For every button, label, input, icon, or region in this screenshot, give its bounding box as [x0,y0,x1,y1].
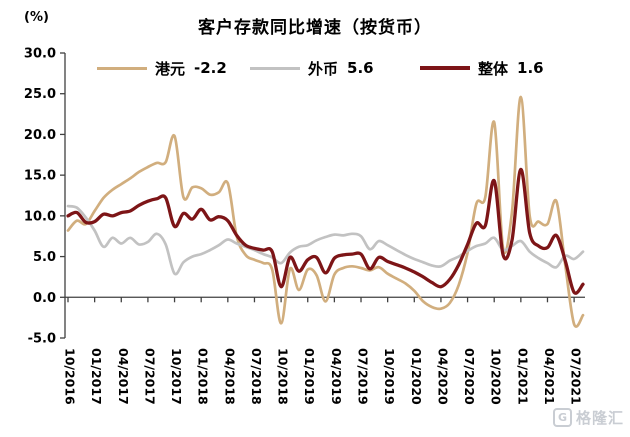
legend-line-swatch-overall [420,66,470,70]
legend-line-swatch-foreign [250,66,300,70]
y-tick-label: 10.0 [24,209,56,224]
watermark-text: 格隆汇 [575,409,624,427]
series-line-hkd [66,95,585,328]
x-tick-label: 10/2019 [382,348,397,405]
x-tick-label: 04/2020 [435,348,450,405]
chart-title: 客户存款同比增速（按货币） [198,18,432,38]
x-tick-label: 01/2020 [409,348,424,405]
x-tick-label: 10/2020 [489,348,504,405]
x-tick-label: 07/2017 [142,348,157,405]
x-tick-label: 04/2021 [542,348,557,405]
x-tick-label: 04/2019 [329,348,344,405]
y-tick-label: -5.0 [28,332,56,347]
y-axis-unit-label: (%) [24,10,49,25]
y-tick-label: 0.0 [33,291,56,306]
x-tick-label: 07/2020 [462,348,477,405]
gelonghui-logo-icon: G [552,408,572,427]
legend-value: -2.2 [194,59,227,77]
x-tick-label: 04/2017 [116,348,131,405]
legend: 港元 -2.2 外币 5.6 整体 1.6 [0,59,630,78]
x-tick-label: 01/2017 [89,348,104,405]
series-line-foreign [66,204,585,276]
legend-item-hkd: 港元 -2.2 [97,59,227,78]
legend-line-swatch-hkd [97,66,147,70]
legend-value: 1.6 [517,59,544,77]
x-tick-label: 10/2018 [276,348,291,405]
x-tick-label: 07/2018 [249,348,264,405]
x-tick-label: 10/2016 [63,348,78,405]
legend-item-foreign: 外币 5.6 [250,59,374,78]
y-tick-label: 30.0 [24,47,56,62]
legend-value: 5.6 [347,59,374,77]
series-line-overall [66,167,585,295]
legend-label: 外币 [308,59,339,78]
x-tick-label: 10/2017 [169,348,184,405]
y-tick-label: 20.0 [24,128,56,143]
legend-label: 港元 [155,59,186,78]
x-tick-label: 01/2018 [196,348,211,405]
watermark: G 格隆汇 [552,407,624,428]
x-tick-label: 04/2018 [222,348,237,405]
legend-item-overall: 整体 1.6 [420,59,544,78]
x-tick-label: 07/2019 [356,348,371,405]
x-tick-label: 01/2019 [302,348,317,405]
x-tick-label: 01/2021 [515,348,530,405]
y-tick-label: 5.0 [33,250,56,265]
y-tick-label: 25.0 [24,87,56,102]
x-tick-label: 07/2021 [569,348,584,405]
y-tick-label: 15.0 [24,169,56,184]
legend-label: 整体 [478,59,509,78]
